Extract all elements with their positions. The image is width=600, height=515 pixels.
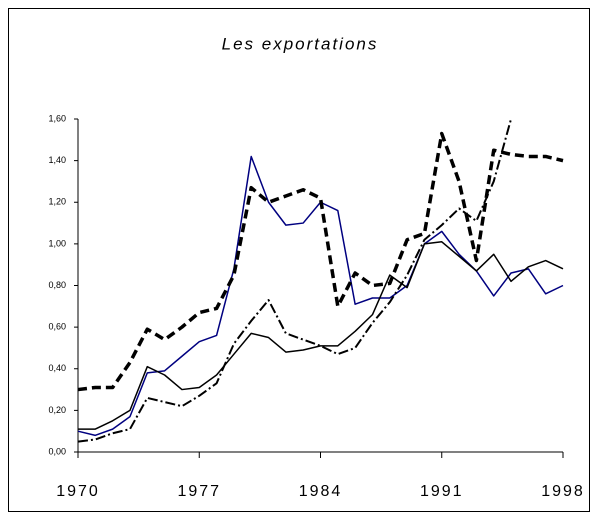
y-tick-label: 1,40 xyxy=(48,155,66,165)
y-tick-label: 1,00 xyxy=(48,238,66,248)
y-tick-label: 0,00 xyxy=(48,446,66,456)
series-line xyxy=(77,118,513,443)
frame xyxy=(8,8,590,512)
series-line xyxy=(77,131,564,392)
y-tick-label: 0,20 xyxy=(48,405,66,415)
y-tick-label: 0,60 xyxy=(48,322,66,332)
series-line xyxy=(77,155,564,437)
chart-title: Les exportations xyxy=(222,34,379,53)
y-tick-label: 1,20 xyxy=(48,197,66,207)
x-tick-label: 1984 xyxy=(299,483,343,500)
series-line xyxy=(78,241,564,430)
x-tick-label: 1977 xyxy=(177,483,221,500)
x-tick-label: 1991 xyxy=(420,483,464,500)
x-tick-label: 1970 xyxy=(56,483,100,500)
y-tick-label: 0,80 xyxy=(48,280,66,290)
x-tick-label: 1998 xyxy=(541,483,585,500)
y-tick-label: 1,60 xyxy=(48,113,66,123)
y-tick-label: 0,40 xyxy=(48,363,66,373)
